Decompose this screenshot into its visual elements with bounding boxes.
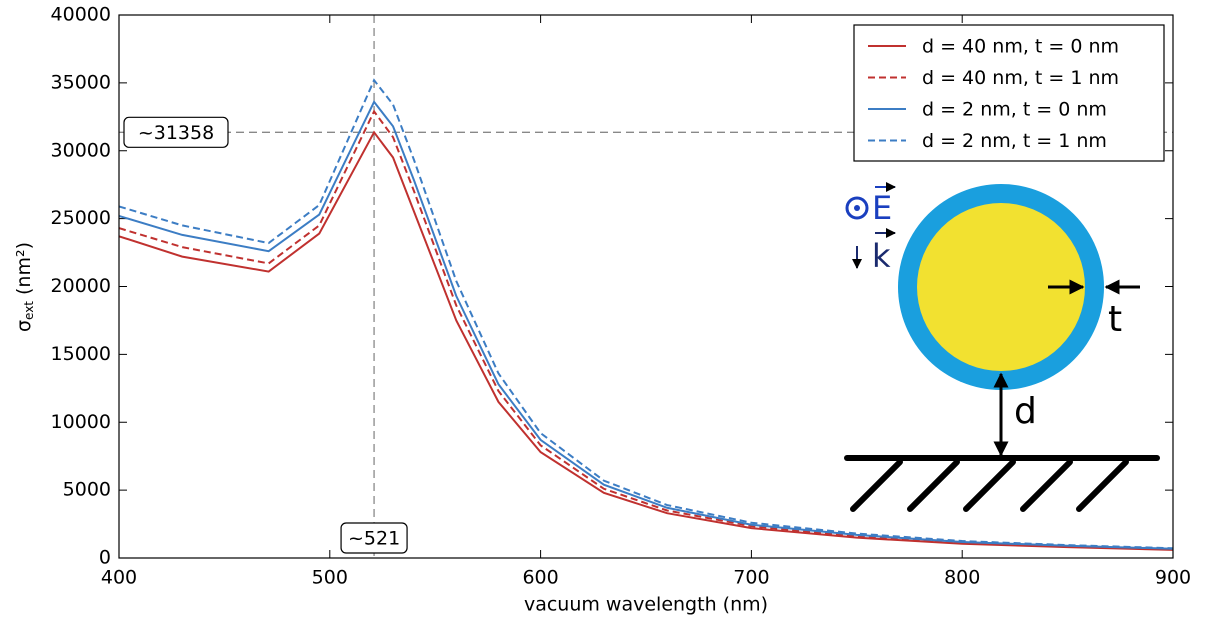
- y-tick-label: 0: [99, 547, 111, 569]
- legend: d = 40 nm, t = 0 nm d = 40 nm, t = 1 nm d …: [853, 24, 1165, 162]
- x-axis-label: vacuum wavelength (nm): [524, 594, 768, 616]
- x-tick-label: 900: [1155, 567, 1191, 589]
- plot-area: [119, 78, 1173, 551]
- x-tick-label: 600: [522, 567, 558, 589]
- y-tick-label: 5000: [63, 479, 111, 501]
- legend-box: [853, 24, 1165, 162]
- annotation: ~31358: [123, 116, 229, 148]
- y-label-subscript: ext: [22, 301, 36, 320]
- core: [917, 203, 1085, 371]
- inset-diagram: E k t d: [844, 182, 1160, 512]
- thickness-label: t: [1108, 299, 1122, 340]
- y-tick-label: 35000: [51, 71, 111, 93]
- x-tick-label: 400: [101, 567, 137, 589]
- x-tick-label: 800: [944, 567, 980, 589]
- y-tick-label: 15000: [51, 343, 111, 365]
- annotation-box: [123, 116, 229, 148]
- y-tick-label: 10000: [51, 411, 111, 433]
- x-tick-label: 500: [312, 567, 348, 589]
- distance-label: d: [1014, 391, 1037, 432]
- out-of-plane-symbol: [854, 205, 860, 211]
- legend-label: d = 40 nm, t = 1 nm: [922, 67, 1119, 89]
- y-label-symbol: σ: [13, 320, 35, 332]
- y-axis-label: σext (nm²): [13, 242, 36, 332]
- y-label-unit: (nm²): [13, 242, 35, 295]
- series-line: [119, 99, 1173, 550]
- series-line: [119, 109, 1173, 551]
- x-tick-label: 700: [733, 567, 769, 589]
- series-line: [119, 78, 1173, 550]
- series-line: [119, 130, 1173, 551]
- plot-frame: [118, 14, 1174, 559]
- annotation: ~521: [340, 522, 408, 554]
- legend-label: d = 40 nm, t = 0 nm: [922, 36, 1119, 58]
- legend-label: d = 2 nm, t = 0 nm: [922, 99, 1107, 121]
- y-tick-label: 30000: [51, 139, 111, 161]
- y-tick-label: 25000: [51, 207, 111, 229]
- legend-label: d = 2 nm, t = 1 nm: [922, 130, 1107, 152]
- y-tick-label: 40000: [51, 4, 111, 26]
- y-tick-label: 20000: [51, 275, 111, 297]
- annotation-label: ~521: [348, 528, 400, 550]
- annotation-box: [340, 522, 408, 554]
- hatch: [850, 459, 1129, 512]
- wave-label: k: [872, 237, 891, 275]
- field-label: E: [872, 189, 892, 227]
- annotation-label: ~31358: [138, 122, 214, 144]
- out-of-plane-symbol: [845, 196, 869, 220]
